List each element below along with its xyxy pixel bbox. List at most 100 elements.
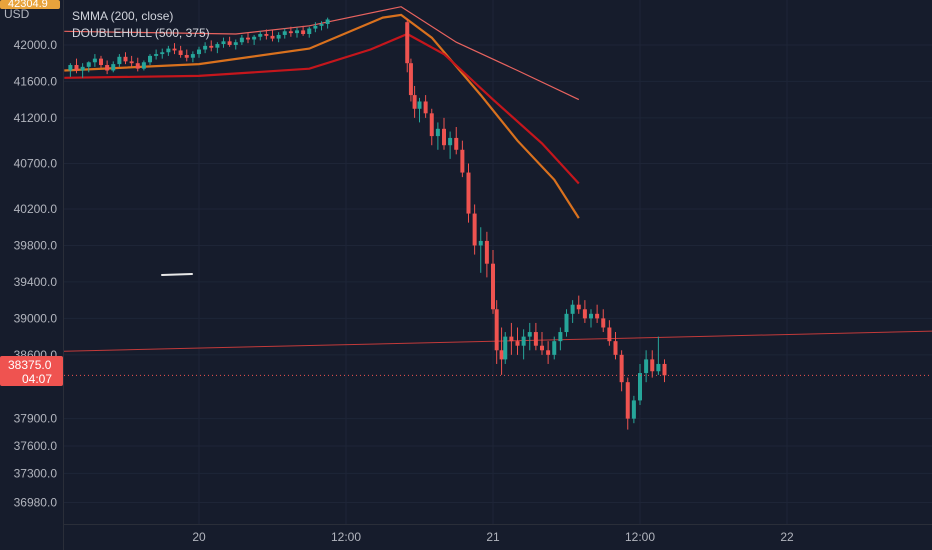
drawing-stroke[interactable] bbox=[161, 273, 193, 276]
candle-body bbox=[264, 34, 269, 36]
candle bbox=[307, 26, 312, 38]
candle bbox=[607, 320, 612, 346]
candle-body bbox=[68, 65, 73, 71]
candle bbox=[264, 29, 269, 40]
candle-body bbox=[472, 213, 477, 246]
y-tick-label: 37600.0 bbox=[14, 439, 58, 453]
y-tick-label: 41200.0 bbox=[14, 111, 58, 125]
candle-body bbox=[650, 359, 655, 372]
candle bbox=[68, 63, 73, 77]
candle-body bbox=[644, 359, 649, 374]
candle bbox=[160, 48, 165, 59]
candle-body bbox=[564, 313, 569, 333]
y-tick-label: 41600.0 bbox=[14, 74, 58, 88]
candle-body bbox=[503, 336, 508, 360]
top-price-label: 42304.9 bbox=[8, 0, 48, 10]
candle-body bbox=[484, 240, 489, 264]
candle bbox=[546, 341, 551, 364]
indicator-doublehull-label[interactable]: DOUBLEHULL (500, 375) bbox=[72, 26, 210, 40]
candle bbox=[515, 327, 520, 355]
candle bbox=[448, 131, 453, 159]
candle bbox=[484, 231, 489, 278]
candle-body bbox=[509, 336, 514, 342]
candle bbox=[442, 117, 446, 150]
candle-body bbox=[209, 45, 214, 48]
candle-body bbox=[499, 350, 504, 360]
candle bbox=[184, 49, 189, 62]
indicator-smma-label[interactable]: SMMA (200, close) bbox=[72, 9, 173, 23]
candle bbox=[533, 322, 538, 351]
candle-body bbox=[80, 66, 85, 71]
candle bbox=[576, 295, 581, 314]
candle bbox=[582, 300, 587, 323]
y-tick-label: 40200.0 bbox=[14, 202, 58, 216]
candle bbox=[435, 122, 440, 150]
candle bbox=[601, 309, 606, 333]
candle-body bbox=[540, 345, 544, 351]
candle-body bbox=[160, 52, 165, 55]
y-tick-label: 36980.0 bbox=[14, 495, 58, 509]
candle bbox=[570, 300, 575, 323]
candle-body bbox=[105, 65, 110, 71]
candle-body bbox=[423, 101, 428, 114]
candle bbox=[552, 336, 557, 360]
candle-body bbox=[227, 41, 232, 45]
candle bbox=[80, 63, 85, 78]
candle-body bbox=[466, 172, 471, 214]
candle-body bbox=[662, 363, 667, 376]
candle-body bbox=[491, 263, 495, 310]
candle-body bbox=[460, 149, 465, 173]
last-price-tag: 38375.0 04:07 bbox=[0, 356, 63, 386]
candle bbox=[319, 21, 324, 31]
candle-body bbox=[576, 304, 581, 310]
candle-body bbox=[595, 313, 600, 319]
candle-body bbox=[558, 332, 563, 342]
candle bbox=[503, 332, 508, 364]
candle-body bbox=[552, 341, 557, 355]
candle bbox=[472, 204, 477, 255]
candle bbox=[74, 58, 79, 74]
candle-body bbox=[442, 128, 446, 146]
candle bbox=[558, 327, 563, 351]
candle bbox=[313, 22, 318, 33]
candle-body bbox=[405, 22, 410, 64]
y-tick-label: 39800.0 bbox=[14, 238, 58, 252]
candle bbox=[215, 42, 220, 54]
candle-body bbox=[270, 35, 275, 39]
candle-body bbox=[258, 34, 263, 37]
candle bbox=[595, 304, 600, 323]
candle-body bbox=[239, 37, 244, 43]
candle bbox=[589, 309, 593, 328]
countdown-timer: 04:07 bbox=[22, 372, 52, 386]
candle-body bbox=[197, 49, 201, 55]
time-axis[interactable]: 20 12:00 21 12:00 22 bbox=[192, 530, 794, 544]
candle-body bbox=[589, 313, 593, 319]
x-tick-label: 22 bbox=[780, 530, 794, 544]
candle bbox=[650, 350, 655, 378]
candle-body bbox=[570, 304, 575, 314]
indicator-legend[interactable]: SMMA (200, close) DOUBLEHULL (500, 375) bbox=[72, 9, 210, 40]
candle-body bbox=[313, 25, 318, 29]
candle-body bbox=[246, 37, 250, 40]
candle bbox=[282, 28, 287, 39]
candle bbox=[662, 359, 667, 383]
candle-body bbox=[515, 341, 520, 346]
candle-body bbox=[282, 31, 287, 35]
candle-body bbox=[521, 336, 526, 346]
top-price-tag: 42304.9 bbox=[0, 0, 60, 10]
candle-body bbox=[203, 45, 208, 50]
candle-body bbox=[301, 30, 306, 35]
candle-body bbox=[135, 63, 140, 69]
candle bbox=[209, 40, 214, 52]
candle-body bbox=[613, 341, 618, 355]
x-tick-label: 21 bbox=[486, 530, 500, 544]
candle-body bbox=[154, 54, 159, 56]
candle bbox=[172, 43, 177, 55]
smma-line bbox=[64, 6, 580, 101]
candle bbox=[105, 60, 110, 75]
candle-body bbox=[631, 400, 636, 419]
y-tick-label: 40700.0 bbox=[14, 156, 58, 170]
x-tick-label: 12:00 bbox=[625, 530, 655, 544]
candle-body bbox=[252, 36, 257, 40]
